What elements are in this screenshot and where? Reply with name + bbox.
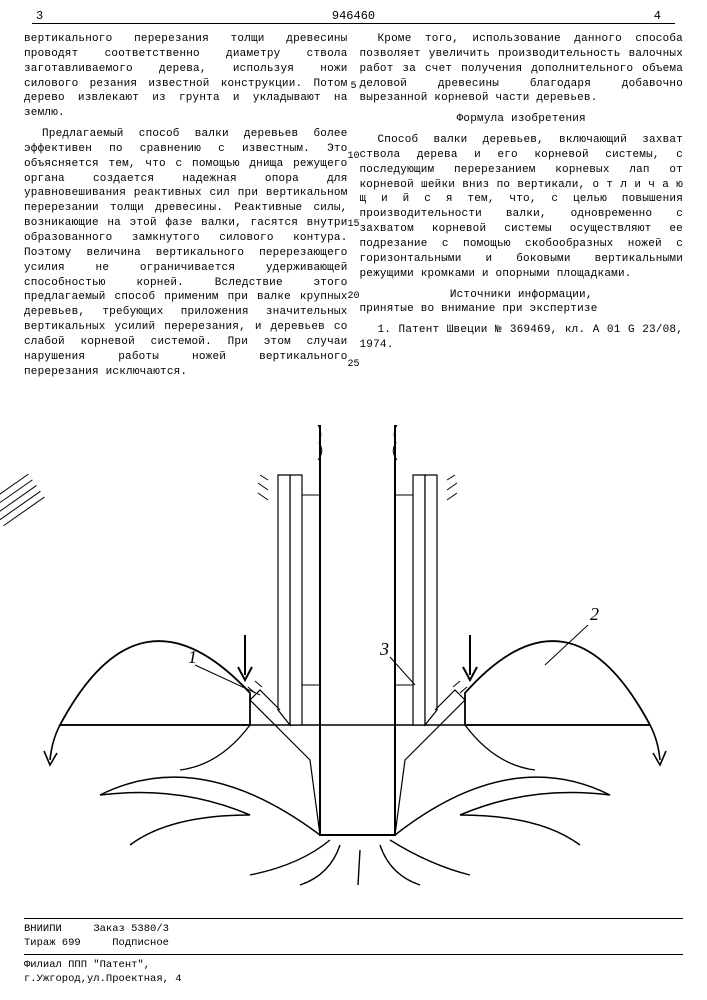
ln-25: 25: [345, 360, 363, 370]
figure-label-2: 2: [590, 604, 599, 624]
ln-10: 10: [345, 152, 363, 162]
ln-20: 20: [345, 292, 363, 302]
formula-title: Формула изобретения: [360, 112, 684, 127]
footer-filial: Филиал ППП "Патент",: [24, 958, 683, 972]
footer-line1: ВНИИПИ Заказ 5380/3: [24, 922, 683, 936]
sources-subtitle: принятые во внимание при экспертизе: [360, 302, 684, 317]
footer-order: Заказ 5380/3: [93, 923, 169, 935]
footer-vniipi: ВНИИПИ: [24, 923, 62, 935]
figure-label-1: 1: [188, 647, 197, 667]
line-numbers: 5 10 15 20 25: [345, 32, 363, 370]
left-p1: вертикального перерезания толщи древесин…: [24, 32, 348, 121]
page-number-right: 4: [654, 8, 661, 24]
document-number: 946460: [332, 8, 375, 24]
figure-label-3: 3: [379, 639, 389, 659]
ln-15: 15: [345, 220, 363, 230]
footer-address: г.Ужгород,ул.Проектная, 4: [24, 972, 683, 986]
footer-line2: Тираж 699 Подписное: [24, 936, 683, 950]
left-column: вертикального перерезания толщи древесин…: [24, 32, 348, 385]
sources-title: Источники информации,: [360, 288, 684, 303]
tree-cutting-svg: 1 2 3: [0, 425, 707, 895]
header-rule: [32, 23, 675, 24]
source-item-1: 1. Патент Швеции № 369469, кл. A 01 G 23…: [360, 323, 684, 353]
footer-podpisnoe: Подписное: [112, 937, 169, 949]
figure-diagram: 1 2 3: [0, 425, 707, 895]
footer-tirazh: Тираж 699: [24, 937, 81, 949]
ln-5: 5: [345, 82, 363, 92]
page-number-left: 3: [36, 8, 43, 24]
left-p2: Предлагаемый способ валки деревьев более…: [24, 127, 348, 379]
right-p2: Способ валки деревьев, включающий захват…: [360, 133, 684, 281]
footer: ВНИИПИ Заказ 5380/3 Тираж 699 Подписное …: [24, 915, 683, 986]
right-column: Кроме того, использование данного способ…: [360, 32, 684, 385]
right-p1: Кроме того, использование данного способ…: [360, 32, 684, 106]
